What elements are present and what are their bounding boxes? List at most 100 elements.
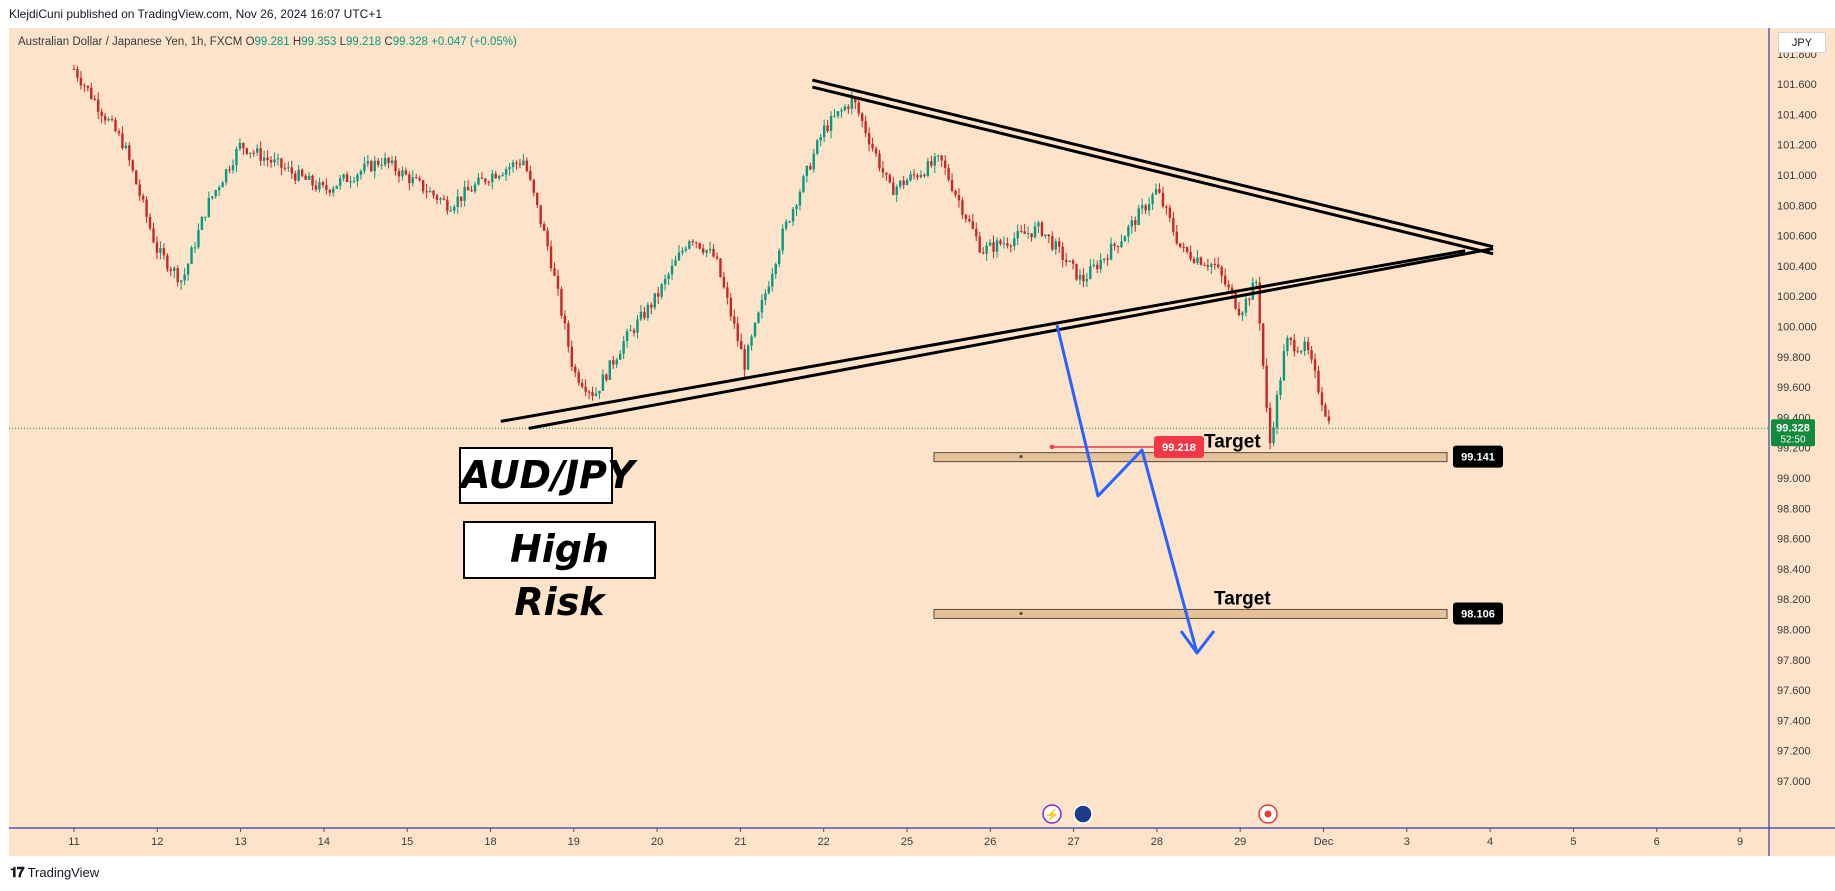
chart-area[interactable]: Australian Dollar / Japanese Yen, 1h, FX… [9, 28, 1835, 856]
candle-body [598, 390, 601, 394]
candle-body [957, 195, 961, 201]
candle-body [1023, 231, 1026, 234]
candle-body [1265, 365, 1268, 408]
candle-body [854, 97, 857, 103]
x-tick-label: 21 [734, 836, 746, 848]
candle-body [1213, 263, 1216, 265]
low-price-marker [1049, 444, 1055, 450]
x-tick-label: 11 [68, 836, 79, 848]
candle-body [79, 77, 83, 86]
candle-body [1078, 274, 1082, 280]
candle-body [836, 111, 840, 116]
candle-body [93, 98, 96, 100]
candle-body [947, 167, 950, 180]
candle-body [646, 304, 650, 318]
candle-body [909, 174, 912, 181]
tradingview-logo[interactable]: 𝟏𝟕 TradingView [10, 864, 99, 881]
candle-body [131, 160, 134, 171]
candle-body [363, 163, 366, 172]
y-tick-label: 99.800 [1777, 352, 1811, 364]
candle-body [708, 248, 712, 251]
candle-body [141, 195, 145, 200]
candle-body [1051, 236, 1054, 250]
candle-body [114, 119, 117, 132]
x-tick-label: 26 [984, 836, 996, 848]
price-chart[interactable]: 97.000 97.200 97.400 97.600 97.800 98.000 98.2… [9, 28, 1835, 856]
projection-path [1055, 324, 1199, 654]
candle-body [860, 113, 864, 121]
candle-body [1099, 259, 1102, 270]
candle-body [975, 228, 978, 237]
candle-body [950, 179, 954, 191]
y-tick-label: 97.000 [1777, 776, 1811, 788]
change-value: +0.047 (+0.05%) [431, 36, 517, 48]
candle-body [1089, 266, 1092, 279]
candle-body [663, 278, 667, 285]
close-value: 99.328 [392, 36, 428, 48]
candle-body [1272, 427, 1275, 444]
candle-body [1310, 350, 1313, 360]
candle-body [283, 167, 287, 169]
pair-label-box: AUD/JPY [459, 447, 635, 504]
candle-body [1116, 245, 1120, 248]
y-tick-label: 100.000 [1777, 322, 1817, 334]
candle-body [771, 274, 774, 287]
candle-body [608, 360, 612, 380]
candle-body [978, 236, 981, 253]
candle-body [532, 179, 535, 193]
candle-body [618, 353, 622, 360]
candle-body [715, 256, 719, 259]
candle-body [256, 148, 259, 153]
candle-body [1082, 274, 1085, 282]
candle-body [321, 182, 325, 186]
candle-body [100, 111, 103, 117]
candle-body [176, 268, 179, 283]
candle-body [1092, 264, 1096, 267]
candle-body [117, 131, 121, 134]
candle-body [1026, 233, 1030, 235]
candle-body [155, 242, 159, 253]
candle-body [857, 102, 860, 114]
low-value: 99.218 [346, 36, 382, 48]
candle-body [349, 181, 352, 183]
candle-body [691, 241, 694, 243]
event-dot-center [1264, 810, 1272, 818]
candle-body [1075, 263, 1078, 280]
candle-body [570, 346, 574, 367]
candle-body [477, 177, 480, 185]
candle-body [335, 185, 338, 189]
candle-body [1234, 292, 1237, 309]
candle-body [1286, 338, 1289, 352]
candle-body [1199, 257, 1203, 265]
candle-body [1068, 260, 1071, 262]
candle-body [366, 161, 370, 164]
candle-body [930, 161, 933, 166]
candle-body [605, 374, 608, 380]
candle-body [418, 178, 421, 181]
candle-body [912, 174, 916, 176]
candle-body [864, 120, 867, 134]
candle-body [107, 119, 110, 121]
candle-body [252, 152, 255, 154]
candle-body [1175, 231, 1178, 244]
candle-body [750, 336, 753, 346]
candle-body [850, 97, 854, 109]
candle-body [76, 69, 79, 78]
candle-body [743, 349, 746, 370]
footer: 𝟏𝟕 TradingView [0, 858, 1835, 891]
currency-badge[interactable]: JPY [1778, 32, 1826, 53]
candle-body [992, 242, 995, 252]
candle-body [622, 341, 625, 354]
candle-body [643, 311, 646, 318]
candle-body [166, 255, 169, 270]
candle-body [995, 240, 999, 252]
candle-body [1289, 338, 1293, 341]
candle-body [280, 158, 283, 168]
candle-body [736, 323, 739, 341]
candle-body [1179, 243, 1182, 247]
candle-body [228, 169, 231, 171]
close-label: C [384, 36, 393, 48]
candle-body [1030, 233, 1033, 238]
candle-body [874, 148, 878, 154]
candle-body [494, 173, 497, 179]
